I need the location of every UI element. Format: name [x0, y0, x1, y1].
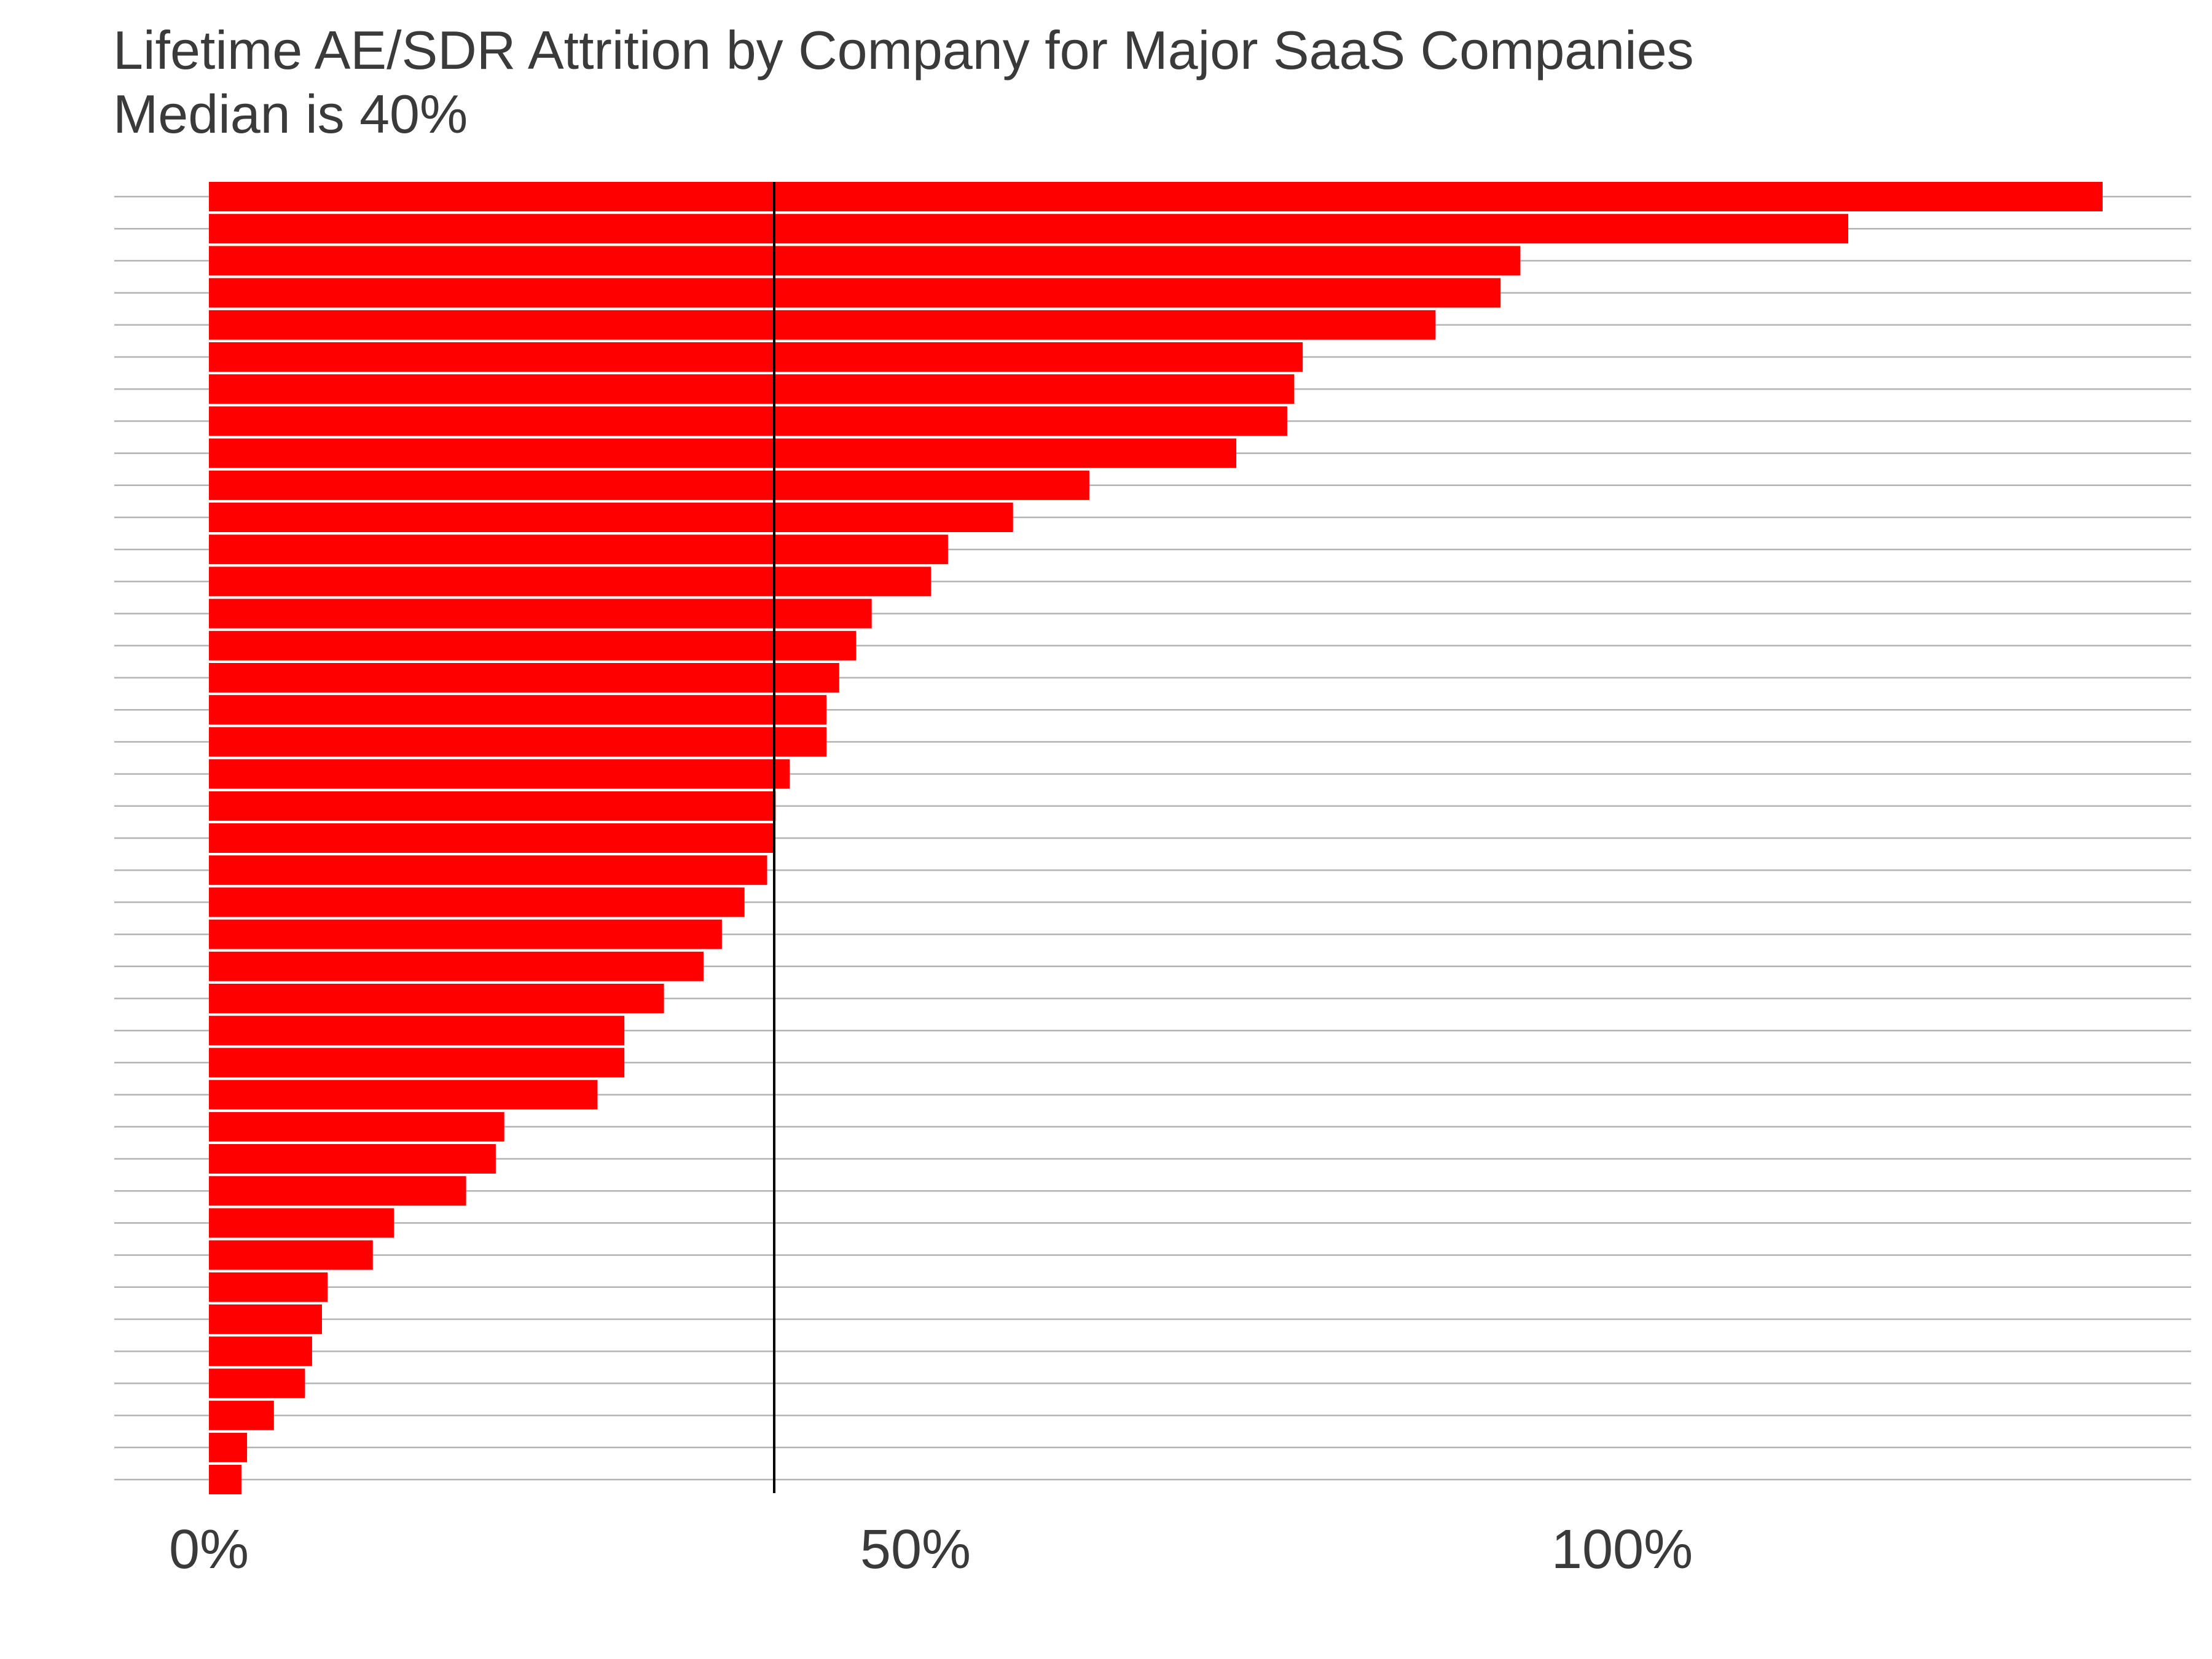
bar: [209, 1080, 598, 1110]
bar: [209, 567, 931, 597]
bar: [209, 695, 827, 725]
bar: [209, 1368, 305, 1398]
bar: [209, 1144, 496, 1174]
bar: [209, 984, 664, 1013]
x-tick-label: 0%: [169, 1519, 249, 1580]
bar: [209, 1112, 504, 1142]
x-tick-label: 50%: [860, 1519, 971, 1580]
chart-title: Lifetime AE/SDR Attrition by Company for…: [113, 20, 1694, 80]
bar: [209, 919, 722, 949]
bar: [209, 406, 1287, 436]
bars: [209, 182, 2103, 1494]
title-block: Lifetime AE/SDR Attrition by Company for…: [113, 18, 1694, 146]
bar: [209, 855, 767, 885]
bar: [209, 438, 1237, 468]
bar: [209, 1208, 394, 1238]
bar: [209, 1272, 328, 1302]
bar: [209, 663, 839, 692]
bar: [209, 1176, 466, 1206]
bar: [209, 823, 774, 853]
x-axis-ticks: 0% 50% 100%: [169, 1519, 1693, 1580]
bar: [209, 214, 1848, 244]
bar: [209, 951, 704, 981]
bar: [209, 1016, 625, 1046]
bar: [209, 1048, 625, 1078]
bar: [209, 535, 948, 565]
bar: [209, 791, 776, 821]
bar: [209, 182, 2103, 211]
bar: [209, 630, 857, 661]
x-tick-label: 100%: [1551, 1519, 1693, 1580]
bar: [209, 1240, 373, 1270]
bar: [209, 759, 790, 789]
bar: [209, 1465, 241, 1494]
bar: [209, 1336, 312, 1367]
bar: [209, 503, 1013, 532]
bar: [209, 1400, 274, 1430]
bar: [209, 310, 1436, 340]
bar: [209, 278, 1501, 308]
bar: [209, 374, 1295, 404]
chart-subtitle: Median is 40%: [113, 84, 468, 144]
bar: [209, 1432, 248, 1462]
bar: [209, 598, 872, 629]
bar: [209, 887, 745, 917]
bar: [209, 1304, 322, 1334]
bar: [209, 342, 1303, 372]
bar: [209, 727, 827, 757]
bar: [209, 470, 1089, 500]
bar: [209, 246, 1521, 276]
